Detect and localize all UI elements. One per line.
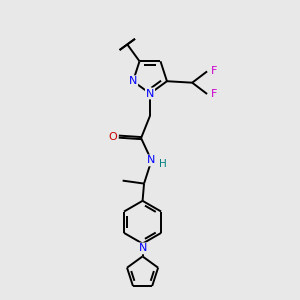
Text: N: N bbox=[129, 76, 137, 86]
Text: F: F bbox=[210, 89, 217, 99]
Text: N: N bbox=[146, 88, 154, 98]
Text: N: N bbox=[138, 243, 147, 254]
Text: O: O bbox=[108, 132, 117, 142]
Text: F: F bbox=[210, 66, 217, 76]
Text: H: H bbox=[159, 159, 167, 169]
Text: N: N bbox=[147, 155, 156, 165]
